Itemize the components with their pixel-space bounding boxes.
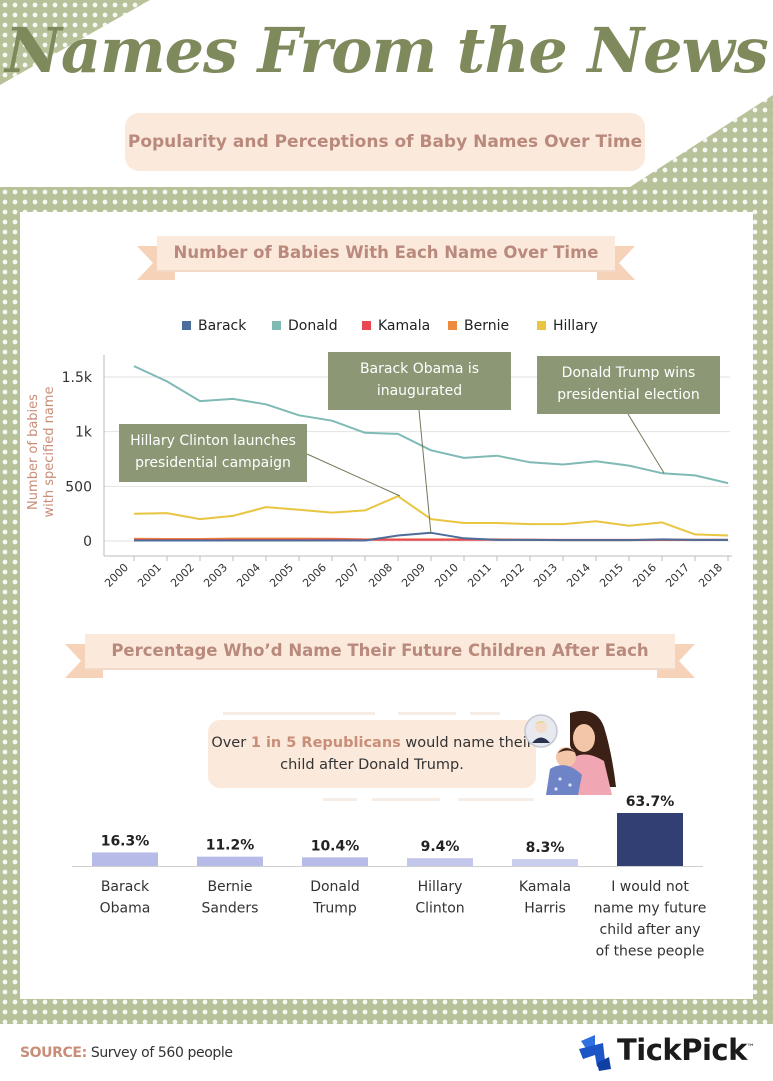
mother-baby-illustration — [524, 710, 616, 795]
chart-annotations: Barack Obama is inaugurated Donald Trump w… — [119, 352, 720, 535]
source-text: Survey of 560 people — [86, 1045, 233, 1061]
bar-value-label: 16.3% — [101, 833, 150, 849]
bar-category-label: Hillary Clinton — [415, 879, 464, 917]
annotation-obama-text: Barack Obama is — [360, 361, 479, 377]
x-tick-label: 2013 — [531, 561, 560, 590]
x-tick-label: 2009 — [399, 561, 428, 590]
annotation-hillary-box — [119, 424, 307, 482]
bar-category-label: Kamala Harris — [519, 879, 571, 917]
annotation-hillary-text: Hillary Clinton launches — [130, 433, 296, 449]
x-tick-label: 2001 — [135, 561, 164, 590]
bar — [302, 857, 368, 866]
y-tick-label: 1.5k — [62, 370, 93, 386]
divider-dash — [398, 712, 456, 715]
source-label: SOURCE: — [20, 1045, 87, 1061]
baby-body-icon — [546, 765, 582, 795]
bar — [512, 859, 578, 866]
line-chart-legend: Barack Donald Kamala Bernie Hillary — [182, 318, 598, 334]
legend-label-barack: Barack — [198, 318, 247, 334]
annotation-trump-pointer — [627, 413, 665, 474]
y-tick-label: 500 — [65, 479, 92, 495]
tickpick-logo-icon — [579, 1035, 611, 1071]
annotation-hillary-text: presidential campaign — [135, 455, 291, 471]
annotation-obama-box — [328, 352, 511, 410]
divider-dash — [458, 798, 534, 801]
legend-swatch-barack — [182, 321, 191, 330]
divider-dash — [223, 712, 375, 715]
annotation-trump-text: Donald Trump wins — [562, 365, 696, 381]
bar-value-label: 10.4% — [311, 838, 360, 854]
y-axis-label: Number of babieswith specified name — [26, 387, 57, 518]
bar — [92, 852, 158, 866]
x-tick-label: 2006 — [300, 561, 329, 590]
y-axis: 0 500 1k 1.5k Number of babieswith specified… — [26, 355, 105, 556]
legend-swatch-bernie — [448, 321, 457, 330]
x-tick-label: 2002 — [168, 561, 197, 590]
x-tick-label: 2010 — [432, 561, 461, 590]
bar-value-label: 11.2% — [206, 838, 255, 854]
x-tick-label: 2015 — [597, 561, 626, 590]
bar-category-label: I would not name my future child after any… — [594, 879, 707, 960]
divider-dash — [470, 712, 500, 715]
x-tick-label: 2011 — [465, 561, 494, 590]
x-tick-label: 2004 — [234, 561, 263, 590]
bar — [197, 856, 263, 866]
bar-value-label: 9.4% — [421, 839, 460, 855]
annotation-obama-text: inaugurated — [377, 383, 462, 399]
content-panel — [20, 212, 753, 999]
divider-dash — [323, 798, 357, 801]
annotation-hillary-pointer — [306, 453, 401, 497]
x-tick-label: 2007 — [333, 561, 362, 590]
x-tick-label: 2014 — [564, 561, 593, 590]
source-note: SOURCE: Survey of 560 people — [20, 1045, 233, 1061]
bar — [617, 813, 683, 866]
callout-highlight: 1 in 5 Republicans — [250, 735, 401, 751]
series-line-hillary — [133, 495, 729, 537]
x-tick-label: 2016 — [630, 561, 659, 590]
series-line-donald — [133, 365, 729, 485]
annotation-trump-box — [537, 356, 720, 414]
bar — [407, 858, 473, 866]
line-chart-title: Number of Babies With Each Name Over Tim… — [157, 236, 615, 270]
legend-label-bernie: Bernie — [464, 318, 509, 334]
legend-label-kamala: Kamala — [378, 318, 430, 334]
callout-text: Over 1 in 5 Republicans would name their… — [211, 735, 533, 773]
bar-category-label: Bernie Sanders — [202, 879, 259, 917]
x-tick-label: 2000 — [102, 561, 131, 590]
callout-box: Over 1 in 5 Republicans would name their… — [208, 720, 536, 788]
x-tick-label: 2012 — [498, 561, 527, 590]
divider-dash — [372, 798, 440, 801]
legend-swatch-kamala — [362, 321, 371, 330]
x-tick-label: 2017 — [663, 561, 692, 590]
bar-value-label: 8.3% — [526, 840, 565, 856]
x-tick-label: 2005 — [267, 561, 296, 590]
annotation-obama-pointer — [418, 409, 432, 535]
bar-category-label: Donald Trump — [310, 879, 360, 917]
legend-label-donald: Donald — [288, 318, 338, 334]
brand-logo-text: TickPick™ — [617, 1033, 755, 1067]
bar-chart: 16.3% Barack Obama 11.2% Bernie Sanders 10.4% D… — [72, 794, 706, 960]
legend-swatch-donald — [272, 321, 281, 330]
bar-category-label: Barack Obama — [100, 879, 151, 917]
baby-head-icon — [556, 747, 576, 767]
page-title: Names From the News — [5, 14, 769, 87]
charts-svg: Barack Donald Kamala Bernie Hillary 0 500 1k 1.… — [26, 318, 732, 960]
bar-chart-banner: Percentage Who’d Name Their Future Child… — [65, 634, 695, 678]
x-axis: 2000 2001 2002 2003 2004 2005 2006 2007 2008 2009… — [102, 555, 732, 590]
legend-swatch-hillary — [537, 321, 546, 330]
x-tick-label: 2003 — [201, 561, 230, 590]
y-tick-label: 1k — [75, 425, 93, 441]
line-chart-banner: Number of Babies With Each Name Over Tim… — [137, 236, 635, 280]
bar-value-label: 63.7% — [626, 794, 675, 810]
annotation-trump-text: presidential election — [557, 387, 699, 403]
x-tick-label: 2018 — [696, 561, 725, 590]
y-tick-label: 0 — [83, 534, 92, 550]
x-tick-label: 2008 — [366, 561, 395, 590]
bar-chart-title: Percentage Who’d Name Their Future Child… — [85, 634, 675, 668]
page-subtitle: Popularity and Perceptions of Baby Names… — [125, 113, 645, 171]
legend-label-hillary: Hillary — [553, 318, 598, 334]
